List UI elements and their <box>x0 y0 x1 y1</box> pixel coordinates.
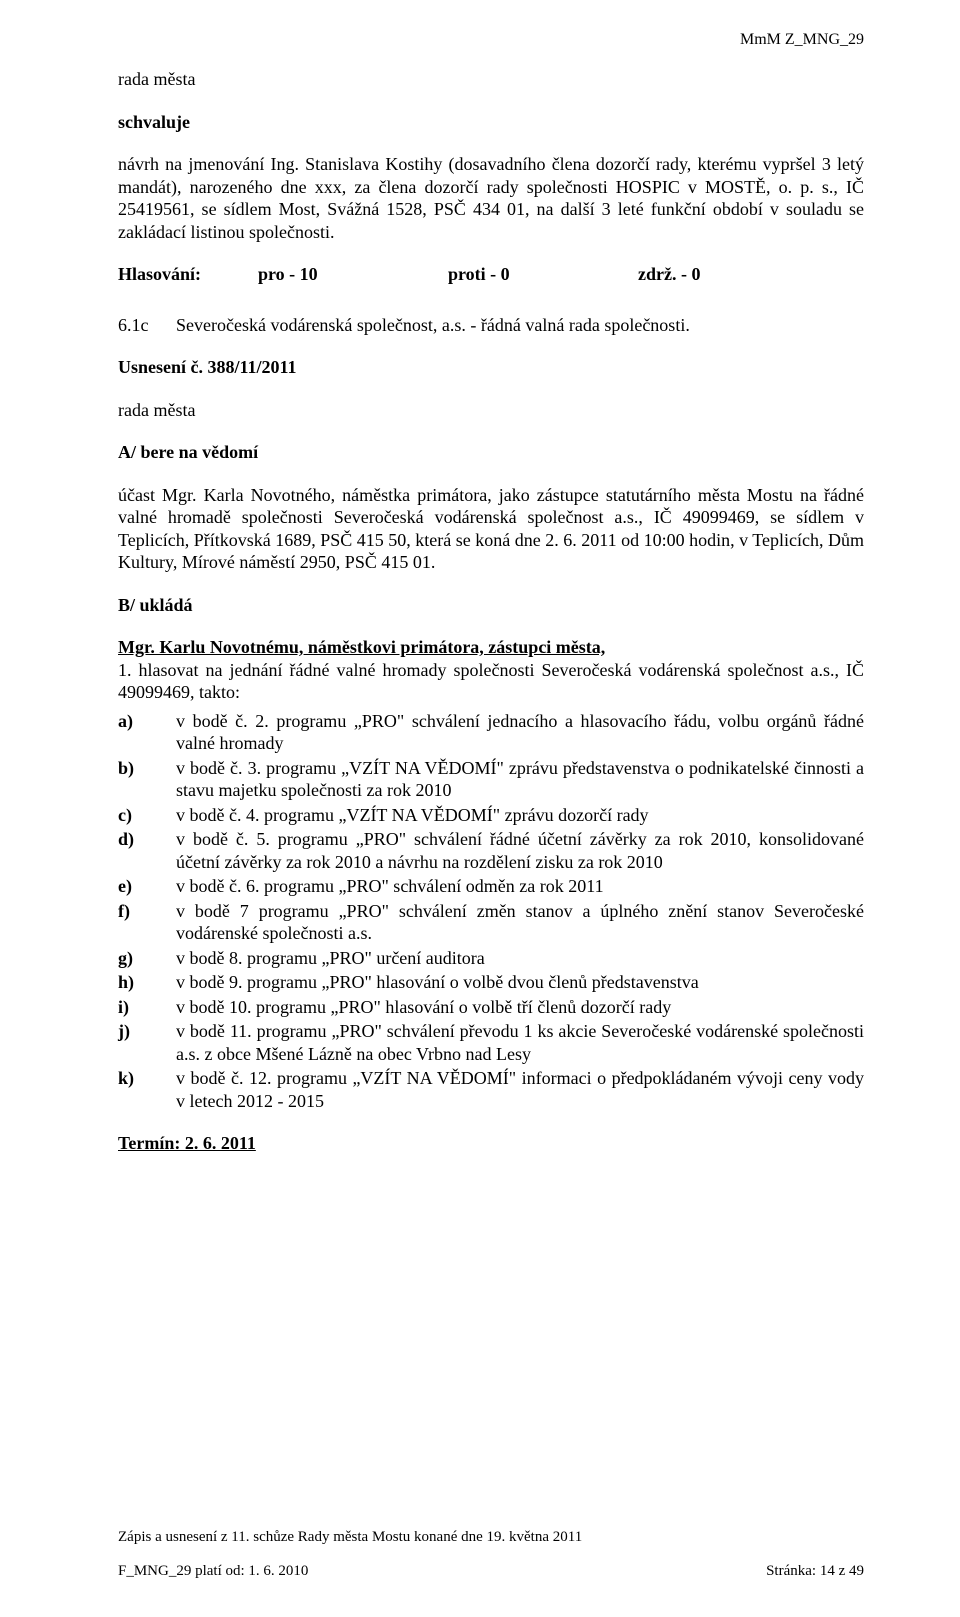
voting-row: Hlasování: pro - 10 proti - 0 zdrž. - 0 <box>118 263 864 286</box>
list-content: v bodě č. 5. programu „PRO" schválení řá… <box>176 828 864 873</box>
list-item: j) v bodě 11. programu „PRO" schválení p… <box>118 1020 864 1065</box>
section-a-title: A/ bere na vědomí <box>118 441 864 464</box>
list-content: v bodě č. 12. programu „VZÍT NA VĚDOMÍ" … <box>176 1067 864 1112</box>
footer-right: Stránka: 14 z 49 <box>766 1562 864 1581</box>
agenda-item-text: Severočeská vodárenská společnost, a.s. … <box>176 314 864 337</box>
list-content: v bodě 9. programu „PRO" hlasování o vol… <box>176 971 864 994</box>
list-item: f) v bodě 7 programu „PRO" schválení změ… <box>118 900 864 945</box>
list-content: v bodě 11. programu „PRO" schválení přev… <box>176 1020 864 1065</box>
list-marker: f) <box>118 900 176 945</box>
list-content: v bodě č. 3. programu „VZÍT NA VĚDOMÍ" z… <box>176 757 864 802</box>
list-content: v bodě č. 2. programu „PRO" schválení je… <box>176 710 864 755</box>
list-marker: h) <box>118 971 176 994</box>
section-b-title: B/ ukládá <box>118 594 864 617</box>
list-item: e) v bodě č. 6. programu „PRO" schválení… <box>118 875 864 898</box>
voting-zdrz: zdrž. - 0 <box>638 263 828 286</box>
list-content: v bodě 8. programu „PRO" určení auditora <box>176 947 864 970</box>
list-marker: a) <box>118 710 176 755</box>
list-marker: c) <box>118 804 176 827</box>
list-item: c) v bodě č. 4. programu „VZÍT NA VĚDOMÍ… <box>118 804 864 827</box>
footer-line1: Zápis a usnesení z 11. schůze Rady města… <box>118 1528 864 1547</box>
intro-line-schvaluje: schvaluje <box>118 111 864 134</box>
section-b-intro: 1. hlasovat na jednání řádné valné hroma… <box>118 659 864 704</box>
list-marker: e) <box>118 875 176 898</box>
list-marker: b) <box>118 757 176 802</box>
voting-pro: pro - 10 <box>258 263 448 286</box>
list-content: v bodě 10. programu „PRO" hlasování o vo… <box>176 996 864 1019</box>
list-item: k) v bodě č. 12. programu „VZÍT NA VĚDOM… <box>118 1067 864 1112</box>
document-page: MmM Z_MNG_29 rada města schvaluje návrh … <box>0 0 960 1617</box>
list-marker: i) <box>118 996 176 1019</box>
list-item: a) v bodě č. 2. programu „PRO" schválení… <box>118 710 864 755</box>
list-item: g) v bodě 8. programu „PRO" určení audit… <box>118 947 864 970</box>
list-item: d) v bodě č. 5. programu „PRO" schválení… <box>118 828 864 873</box>
agenda-item-number: 6.1c <box>118 314 176 337</box>
voting-label: Hlasování: <box>118 263 258 286</box>
list-item: i) v bodě 10. programu „PRO" hlasování o… <box>118 996 864 1019</box>
section-b-person: Mgr. Karlu Novotnému, náměstkovi primáto… <box>118 636 864 659</box>
list-marker: g) <box>118 947 176 970</box>
list-marker: k) <box>118 1067 176 1112</box>
voting-proti: proti - 0 <box>448 263 638 286</box>
list-content: v bodě č. 6. programu „PRO" schválení od… <box>176 875 864 898</box>
section-a-paragraph: účast Mgr. Karla Novotného, náměstka pri… <box>118 484 864 574</box>
list-content: v bodě č. 4. programu „VZÍT NA VĚDOMÍ" z… <box>176 804 864 827</box>
list-marker: d) <box>118 828 176 873</box>
termin-label: Termín: 2. 6. 2011 <box>118 1132 864 1155</box>
intro-paragraph: návrh na jmenování Ing. Stanislava Kosti… <box>118 153 864 243</box>
header-code: MmM Z_MNG_29 <box>740 30 864 50</box>
list-item: h) v bodě 9. programu „PRO" hlasování o … <box>118 971 864 994</box>
list-content: v bodě 7 programu „PRO" schválení změn s… <box>176 900 864 945</box>
usneseni-label: Usnesení č. 388/11/2011 <box>118 356 864 379</box>
intro-line-rada: rada města <box>118 68 864 91</box>
list-item: b) v bodě č. 3. programu „VZÍT NA VĚDOMÍ… <box>118 757 864 802</box>
page-footer: Zápis a usnesení z 11. schůze Rady města… <box>118 1528 864 1582</box>
footer-left: F_MNG_29 platí od: 1. 6. 2010 <box>118 1562 308 1581</box>
list-marker: j) <box>118 1020 176 1065</box>
section-b-list: a) v bodě č. 2. programu „PRO" schválení… <box>118 710 864 1113</box>
usneseni-rada: rada města <box>118 399 864 422</box>
agenda-item-row: 6.1c Severočeská vodárenská společnost, … <box>118 314 864 337</box>
